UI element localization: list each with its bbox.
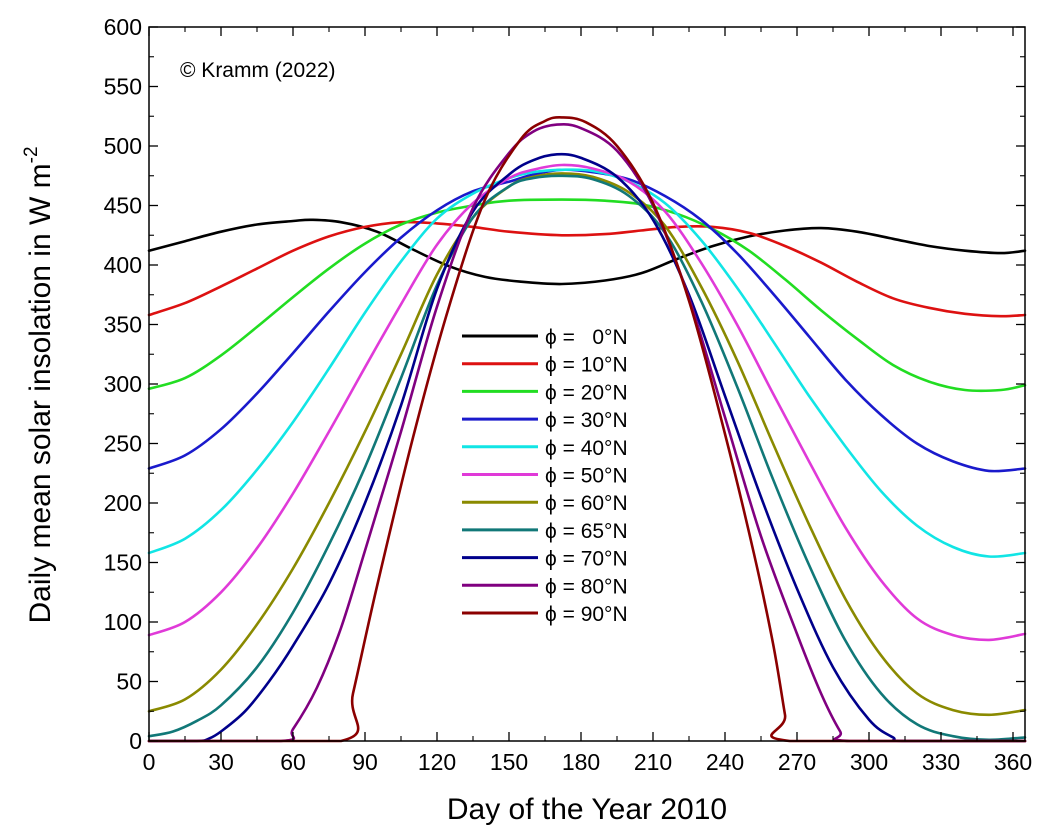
x-tick-label: 0 xyxy=(143,749,156,775)
x-tick-label: 30 xyxy=(208,749,234,775)
y-axis-title-main: Daily mean solar insolation in W m xyxy=(24,163,57,623)
series-line-10 xyxy=(147,116,1027,743)
x-tick-label: 150 xyxy=(490,749,528,775)
legend-label-6: ϕ = 60°N xyxy=(545,492,628,515)
legend-label-10: ϕ = 90°N xyxy=(545,603,628,626)
y-axis-title: Daily mean solar insolation in W m-2 xyxy=(21,146,57,623)
y-tick-label: 150 xyxy=(104,550,142,576)
series-line-2 xyxy=(147,198,1027,393)
x-tick-label: 210 xyxy=(634,749,672,775)
y-axis-title-group: Daily mean solar insolation in W m-2 xyxy=(21,146,57,623)
y-tick-label: 350 xyxy=(104,312,142,338)
y-tick-label: 550 xyxy=(104,74,142,100)
legend-label-1: ϕ = 10°N xyxy=(545,354,628,377)
legend: ϕ = 0°N ϕ = 10°N ϕ = 20°N ϕ = 30°N ϕ = 40°N ϕ… xyxy=(462,326,628,626)
y-tick-label: 300 xyxy=(104,371,142,397)
y-tick-label: 600 xyxy=(104,14,142,40)
ticks-layer xyxy=(148,26,1025,742)
x-tick-label: 300 xyxy=(850,749,888,775)
x-tick-label: 240 xyxy=(706,749,744,775)
y-tick-label: 50 xyxy=(116,669,142,695)
x-tick-label: 330 xyxy=(922,749,960,775)
x-tick-label: 60 xyxy=(280,749,306,775)
series-line-6 xyxy=(147,172,1027,717)
series-line-8 xyxy=(147,152,1027,743)
y-tick-label: 250 xyxy=(104,431,142,457)
legend-label-5: ϕ = 50°N xyxy=(545,465,628,488)
legend-label-4: ϕ = 40°N xyxy=(545,437,628,460)
series-layer xyxy=(147,116,1027,743)
y-tick-label: 200 xyxy=(104,490,142,516)
legend-label-7: ϕ = 65°N xyxy=(545,520,628,543)
series-line-5 xyxy=(147,163,1027,642)
copyright-annotation: © Kramm (2022) xyxy=(180,59,336,82)
series-line-4 xyxy=(147,168,1027,558)
x-tick-label: 270 xyxy=(778,749,816,775)
y-tick-label: 400 xyxy=(104,252,142,278)
y-tick-label: 500 xyxy=(104,133,142,159)
x-axis-title: Day of the Year 2010 xyxy=(447,793,727,826)
series-line-1 xyxy=(147,220,1027,318)
legend-label-2: ϕ = 20°N xyxy=(545,381,628,404)
tick-labels-layer: 0 30 60 90 120 150 180 210 240 270 300 330 360 0 50 100… xyxy=(104,14,1033,775)
y-tick-label: 100 xyxy=(104,609,142,635)
y-tick-label: 0 xyxy=(129,728,142,754)
legend-label-0: ϕ = 0°N xyxy=(545,326,628,349)
x-tick-label: 90 xyxy=(352,749,378,775)
legend-label-8: ϕ = 70°N xyxy=(545,548,628,571)
x-tick-label: 120 xyxy=(418,749,456,775)
legend-label-9: ϕ = 80°N xyxy=(545,575,628,598)
x-tick-label: 360 xyxy=(994,749,1032,775)
x-tick-label: 180 xyxy=(562,749,600,775)
series-line-9 xyxy=(147,122,1027,743)
legend-label-3: ϕ = 30°N xyxy=(545,409,628,432)
y-axis-title-exponent: -2 xyxy=(21,146,42,163)
series-line-7 xyxy=(147,174,1027,742)
y-tick-label: 450 xyxy=(104,193,142,219)
series-line-0 xyxy=(147,218,1027,286)
